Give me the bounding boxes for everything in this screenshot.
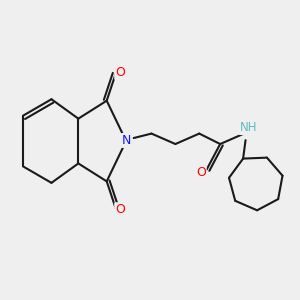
Text: N: N xyxy=(122,134,131,147)
Text: O: O xyxy=(115,203,125,216)
Text: O: O xyxy=(115,66,125,79)
Text: O: O xyxy=(196,167,206,179)
Text: NH: NH xyxy=(240,121,257,134)
